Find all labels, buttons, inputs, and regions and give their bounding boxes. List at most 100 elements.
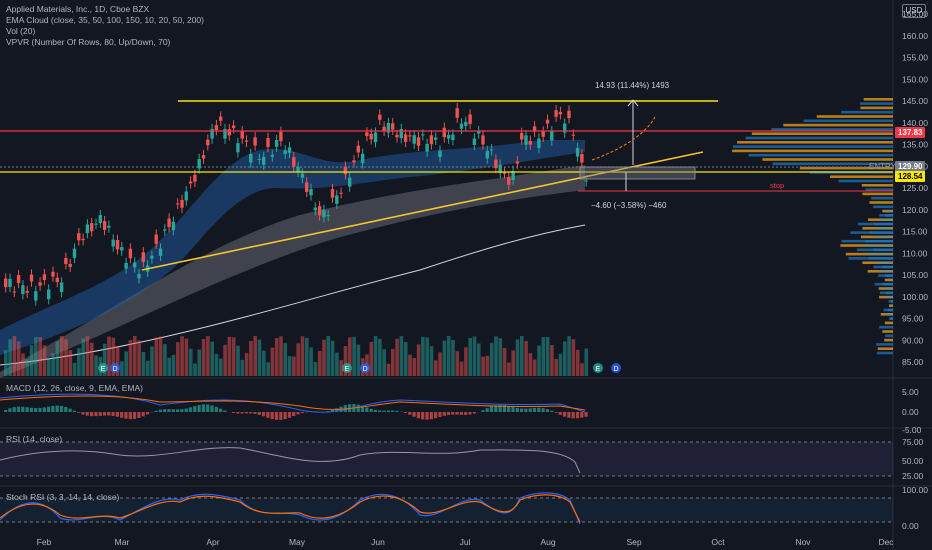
macd-histogram-bar bbox=[288, 412, 291, 418]
price-chart[interactable]: 165.00160.00155.00150.00145.00140.00135.… bbox=[0, 0, 932, 550]
candle-body bbox=[21, 285, 24, 294]
candle-body bbox=[206, 140, 209, 146]
projection-arrow bbox=[592, 117, 655, 160]
vpvr-bar bbox=[817, 115, 893, 118]
volume-bar bbox=[417, 344, 421, 376]
volume-bar bbox=[26, 359, 30, 376]
candle-body bbox=[481, 135, 484, 144]
candle-body bbox=[129, 249, 132, 259]
macd-histogram-bar bbox=[576, 412, 579, 418]
candle-body bbox=[47, 290, 50, 300]
candle-body bbox=[395, 135, 398, 138]
macd-histogram-bar bbox=[8, 408, 11, 412]
volume-bar bbox=[468, 338, 472, 376]
vpvr-bar bbox=[885, 214, 893, 217]
volume-bar bbox=[352, 337, 356, 376]
candle-body bbox=[447, 135, 450, 139]
volume-bar bbox=[253, 336, 257, 376]
candle-body bbox=[443, 128, 446, 137]
symbol-title: Applied Materials, Inc., 1D, Cboe BZX bbox=[6, 4, 204, 15]
candle-body bbox=[288, 147, 291, 153]
indicator-volume[interactable]: Vol (20) bbox=[6, 26, 204, 37]
volume-bar bbox=[51, 353, 55, 376]
vpvr-bar bbox=[883, 283, 893, 286]
candle-body bbox=[228, 129, 231, 135]
macd-histogram-bar bbox=[391, 411, 394, 412]
volume-bar bbox=[133, 336, 137, 376]
macd-histogram-bar bbox=[4, 410, 7, 412]
candle-body bbox=[253, 137, 256, 145]
vpvr-bar bbox=[878, 347, 893, 350]
macd-histogram-bar bbox=[56, 406, 59, 412]
event-marker-label: D bbox=[362, 366, 367, 373]
macd-histogram-bar bbox=[167, 409, 170, 412]
macd-histogram-bar bbox=[262, 412, 265, 416]
volume-bar bbox=[198, 350, 202, 376]
volume-bar bbox=[520, 336, 524, 376]
candle-body bbox=[296, 167, 299, 172]
volume-bar bbox=[129, 340, 133, 376]
candle-body bbox=[73, 249, 76, 258]
candle-body bbox=[430, 135, 433, 144]
macd-histogram-bar bbox=[413, 412, 416, 417]
volume-bar bbox=[34, 337, 38, 376]
volume-bar bbox=[219, 359, 223, 376]
volume-bar bbox=[331, 341, 335, 376]
candle-body bbox=[81, 239, 84, 240]
vpvr-bar bbox=[874, 223, 893, 226]
candle-body bbox=[529, 141, 532, 145]
volume-bar bbox=[163, 344, 167, 376]
vpvr-bar bbox=[876, 343, 893, 346]
macd-histogram-bar bbox=[516, 408, 519, 412]
macd-histogram-bar bbox=[464, 412, 467, 415]
candle-body bbox=[524, 135, 527, 144]
macd-histogram-bar bbox=[99, 412, 102, 416]
macd-histogram-bar bbox=[120, 412, 123, 418]
macd-histogram-bar bbox=[404, 412, 407, 413]
macd-histogram-bar bbox=[417, 412, 420, 418]
volume-bar bbox=[507, 363, 511, 376]
macd-histogram-bar bbox=[163, 409, 166, 412]
macd-histogram-bar bbox=[529, 408, 532, 412]
candle-body bbox=[26, 291, 29, 293]
candle-body bbox=[193, 175, 196, 182]
macd-histogram-bar bbox=[378, 410, 381, 412]
candle-body bbox=[413, 135, 416, 144]
volume-bar bbox=[279, 336, 283, 376]
macd-histogram-bar bbox=[296, 412, 299, 414]
macd-histogram-bar bbox=[258, 412, 261, 415]
price-axis-label: 145.00 bbox=[902, 96, 928, 106]
candle-body bbox=[202, 155, 205, 158]
macd-histogram-bar bbox=[438, 412, 441, 417]
volume-bar bbox=[387, 364, 391, 376]
candle-body bbox=[116, 240, 119, 249]
currency-badge[interactable]: USD bbox=[902, 4, 926, 18]
candle-body bbox=[180, 200, 183, 208]
indicator-ema-cloud[interactable]: EMA Cloud (close, 35, 50, 100, 150, 10, … bbox=[6, 15, 204, 26]
macd-histogram-bar bbox=[271, 412, 274, 419]
volume-bar bbox=[400, 336, 404, 376]
vpvr-bar bbox=[732, 150, 893, 153]
candle-body bbox=[30, 275, 33, 282]
vpvr-bar bbox=[864, 244, 893, 247]
macd-histogram-bar bbox=[189, 407, 192, 412]
indicator-vpvr[interactable]: VPVR (Number Of Rows, 80, Up/Down, 70) bbox=[6, 37, 204, 48]
candle-body bbox=[176, 203, 179, 204]
vpvr-bar bbox=[888, 309, 893, 312]
macd-histogram-bar bbox=[60, 406, 63, 412]
vpvr-bar bbox=[804, 120, 893, 123]
volume-bar bbox=[529, 353, 533, 376]
candle-body bbox=[112, 240, 115, 247]
vpvr-bar bbox=[865, 240, 893, 243]
candle-body bbox=[344, 167, 347, 175]
volume-bar bbox=[301, 336, 305, 376]
candle-body bbox=[456, 108, 459, 118]
vpvr-bar bbox=[869, 201, 893, 204]
volume-bar bbox=[56, 341, 60, 376]
macd-histogram-bar bbox=[13, 407, 16, 412]
volume-bar bbox=[576, 350, 580, 376]
volume-bar bbox=[580, 363, 584, 376]
candle-body bbox=[249, 154, 252, 163]
macd-histogram-bar bbox=[481, 410, 484, 412]
macd-axis-label: -5.00 bbox=[902, 425, 922, 435]
